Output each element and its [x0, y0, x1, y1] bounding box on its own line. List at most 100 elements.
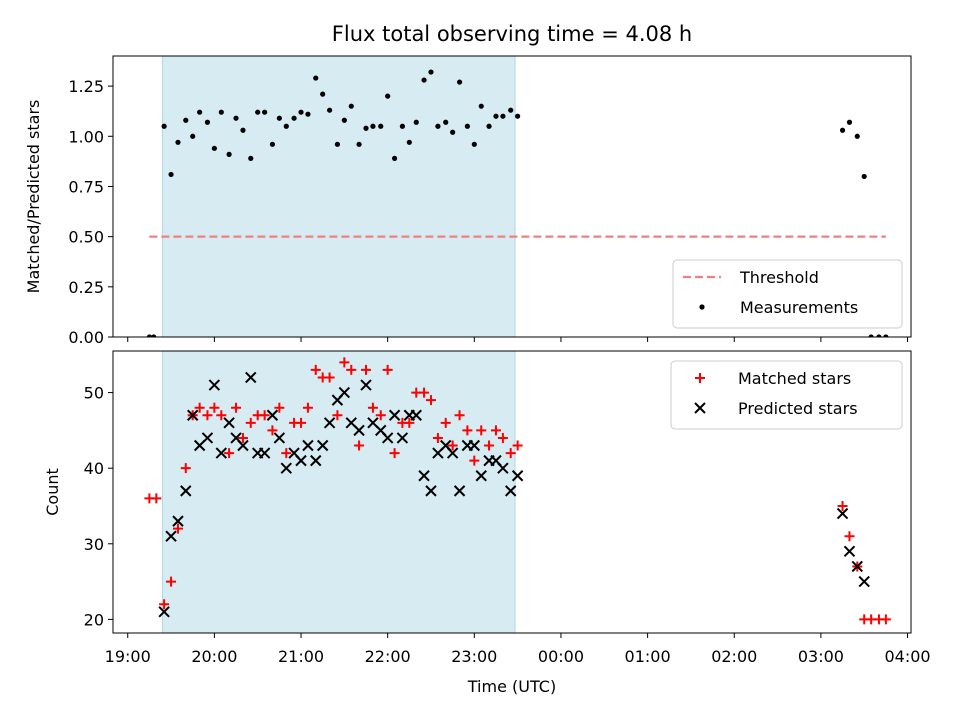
measurement-point: [378, 123, 384, 129]
matched-star-point: [231, 402, 242, 413]
top-plot-area: [146, 69, 889, 337]
predicted-star-point: [180, 485, 192, 497]
matched-star-point: [844, 531, 855, 542]
matched-star-point: [447, 440, 458, 451]
matched-star-point: [194, 402, 205, 413]
predicted-star-point: [858, 575, 870, 588]
measurement-point: [298, 109, 304, 115]
bottom-xtick-label: 02:00: [711, 647, 757, 666]
bottom-xtick-label: 22:00: [365, 647, 411, 666]
measurement-point: [421, 77, 427, 83]
measurement-point: [399, 123, 405, 129]
matched-star-point: [151, 493, 162, 504]
top-ytick-label: 1.25: [68, 77, 104, 96]
measurement-point: [406, 139, 412, 145]
matched-star-point: [497, 432, 508, 443]
measurement-point: [493, 113, 499, 119]
matched-star-point: [389, 448, 400, 459]
measurement-point: [876, 334, 882, 337]
measurement-point: [341, 117, 347, 123]
matched-star-point: [425, 395, 436, 406]
top-ytick-label: 1.00: [68, 127, 104, 146]
measurement-point: [161, 123, 167, 129]
predicted-star-point: [511, 470, 524, 482]
measurement-point: [348, 103, 354, 109]
predicted-star-point: [158, 606, 170, 618]
matched-star-point: [259, 410, 270, 421]
measurement-point: [190, 133, 196, 139]
measurement-point: [327, 107, 333, 113]
top-ytick-label: 0.75: [68, 177, 104, 196]
top-legend-label: Threshold: [739, 268, 819, 287]
predicted-star-point: [381, 432, 394, 444]
measurement-point: [515, 113, 521, 119]
predicted-star-point: [446, 447, 459, 459]
measurement-point: [385, 93, 391, 99]
bottom-ylabel: Count: [43, 468, 62, 516]
top-ytick-label: 0.00: [68, 328, 104, 347]
matched-star-point: [375, 410, 386, 421]
bottom-axes-frame: [112, 350, 912, 634]
matched-star-point: [296, 417, 307, 428]
matched-star-point: [512, 440, 523, 451]
top-legend: Threshold Measurements: [672, 259, 903, 329]
bottom-legend-label: Matched stars: [738, 369, 851, 388]
measurement-point: [478, 103, 484, 109]
measurement-point: [846, 119, 853, 125]
matched-star-point: [224, 448, 235, 459]
bottom-ytick-label: 40: [84, 459, 104, 478]
top-observing-span: [161, 55, 516, 338]
matched-star-point: [302, 402, 313, 413]
bottom-observing-span: [161, 350, 516, 634]
predicted-star-point: [302, 439, 314, 452]
measurement-point: [391, 155, 398, 161]
bottom-ytick-label: 50: [84, 384, 104, 403]
matched-star-point: [419, 387, 430, 398]
measurement-point: [255, 109, 261, 115]
predicted-star-point: [165, 530, 177, 542]
predicted-star-point: [215, 447, 228, 459]
matched-star-point: [367, 402, 378, 413]
legend-matched-swatch: [695, 373, 705, 383]
measurement-point: [204, 119, 211, 125]
top-axes-frame: [112, 55, 912, 338]
bottom-xtick-label: 23:00: [451, 647, 497, 666]
predicted-star-point: [223, 417, 235, 429]
measurement-point: [276, 115, 282, 121]
matched-star-point: [281, 448, 292, 459]
measurement-point: [500, 113, 506, 119]
predicted-star-point: [266, 409, 279, 421]
measurement-point: [211, 145, 217, 151]
bottom-xtick-label: 00:00: [538, 647, 584, 666]
predicted-star-point: [843, 545, 856, 558]
matched-star-point: [237, 432, 248, 443]
measurement-point: [508, 107, 514, 113]
matched-star-point: [440, 417, 451, 428]
matched-star-point: [332, 410, 343, 421]
chart-title: Flux total observing time = 4.08 h: [332, 22, 692, 46]
measurement-point: [456, 79, 463, 85]
matched-star-point: [484, 440, 495, 451]
measurement-point: [464, 123, 470, 129]
matched-star-point: [274, 402, 285, 413]
measurement-point: [428, 69, 434, 75]
measurement-point: [218, 109, 224, 115]
top-legend-label: Measurements: [740, 298, 858, 317]
matched-star-point: [469, 455, 480, 466]
predicted-star-point: [851, 560, 863, 573]
predicted-star-point: [425, 485, 437, 497]
predicted-star-point: [360, 379, 372, 391]
measurement-point: [370, 123, 376, 129]
bottom-xtick-label: 19:00: [105, 647, 151, 666]
bottom-panel: 20 30 40 50 19:00 20:00 21:00 22:00 23:00 00:00 01…: [43, 350, 931, 696]
measurement-point: [320, 91, 326, 97]
top-panel: 0.00 0.25 0.50 0.75 1.00 1.25 Matched/Predicte…: [24, 55, 912, 347]
measurement-point: [240, 127, 246, 133]
matched-star-point: [202, 410, 213, 421]
measurement-point: [363, 125, 369, 131]
predicted-star-point: [245, 371, 257, 384]
measurement-point: [839, 127, 846, 133]
matched-star-point: [476, 425, 487, 436]
bottom-legend-label: Predicted stars: [738, 399, 858, 418]
